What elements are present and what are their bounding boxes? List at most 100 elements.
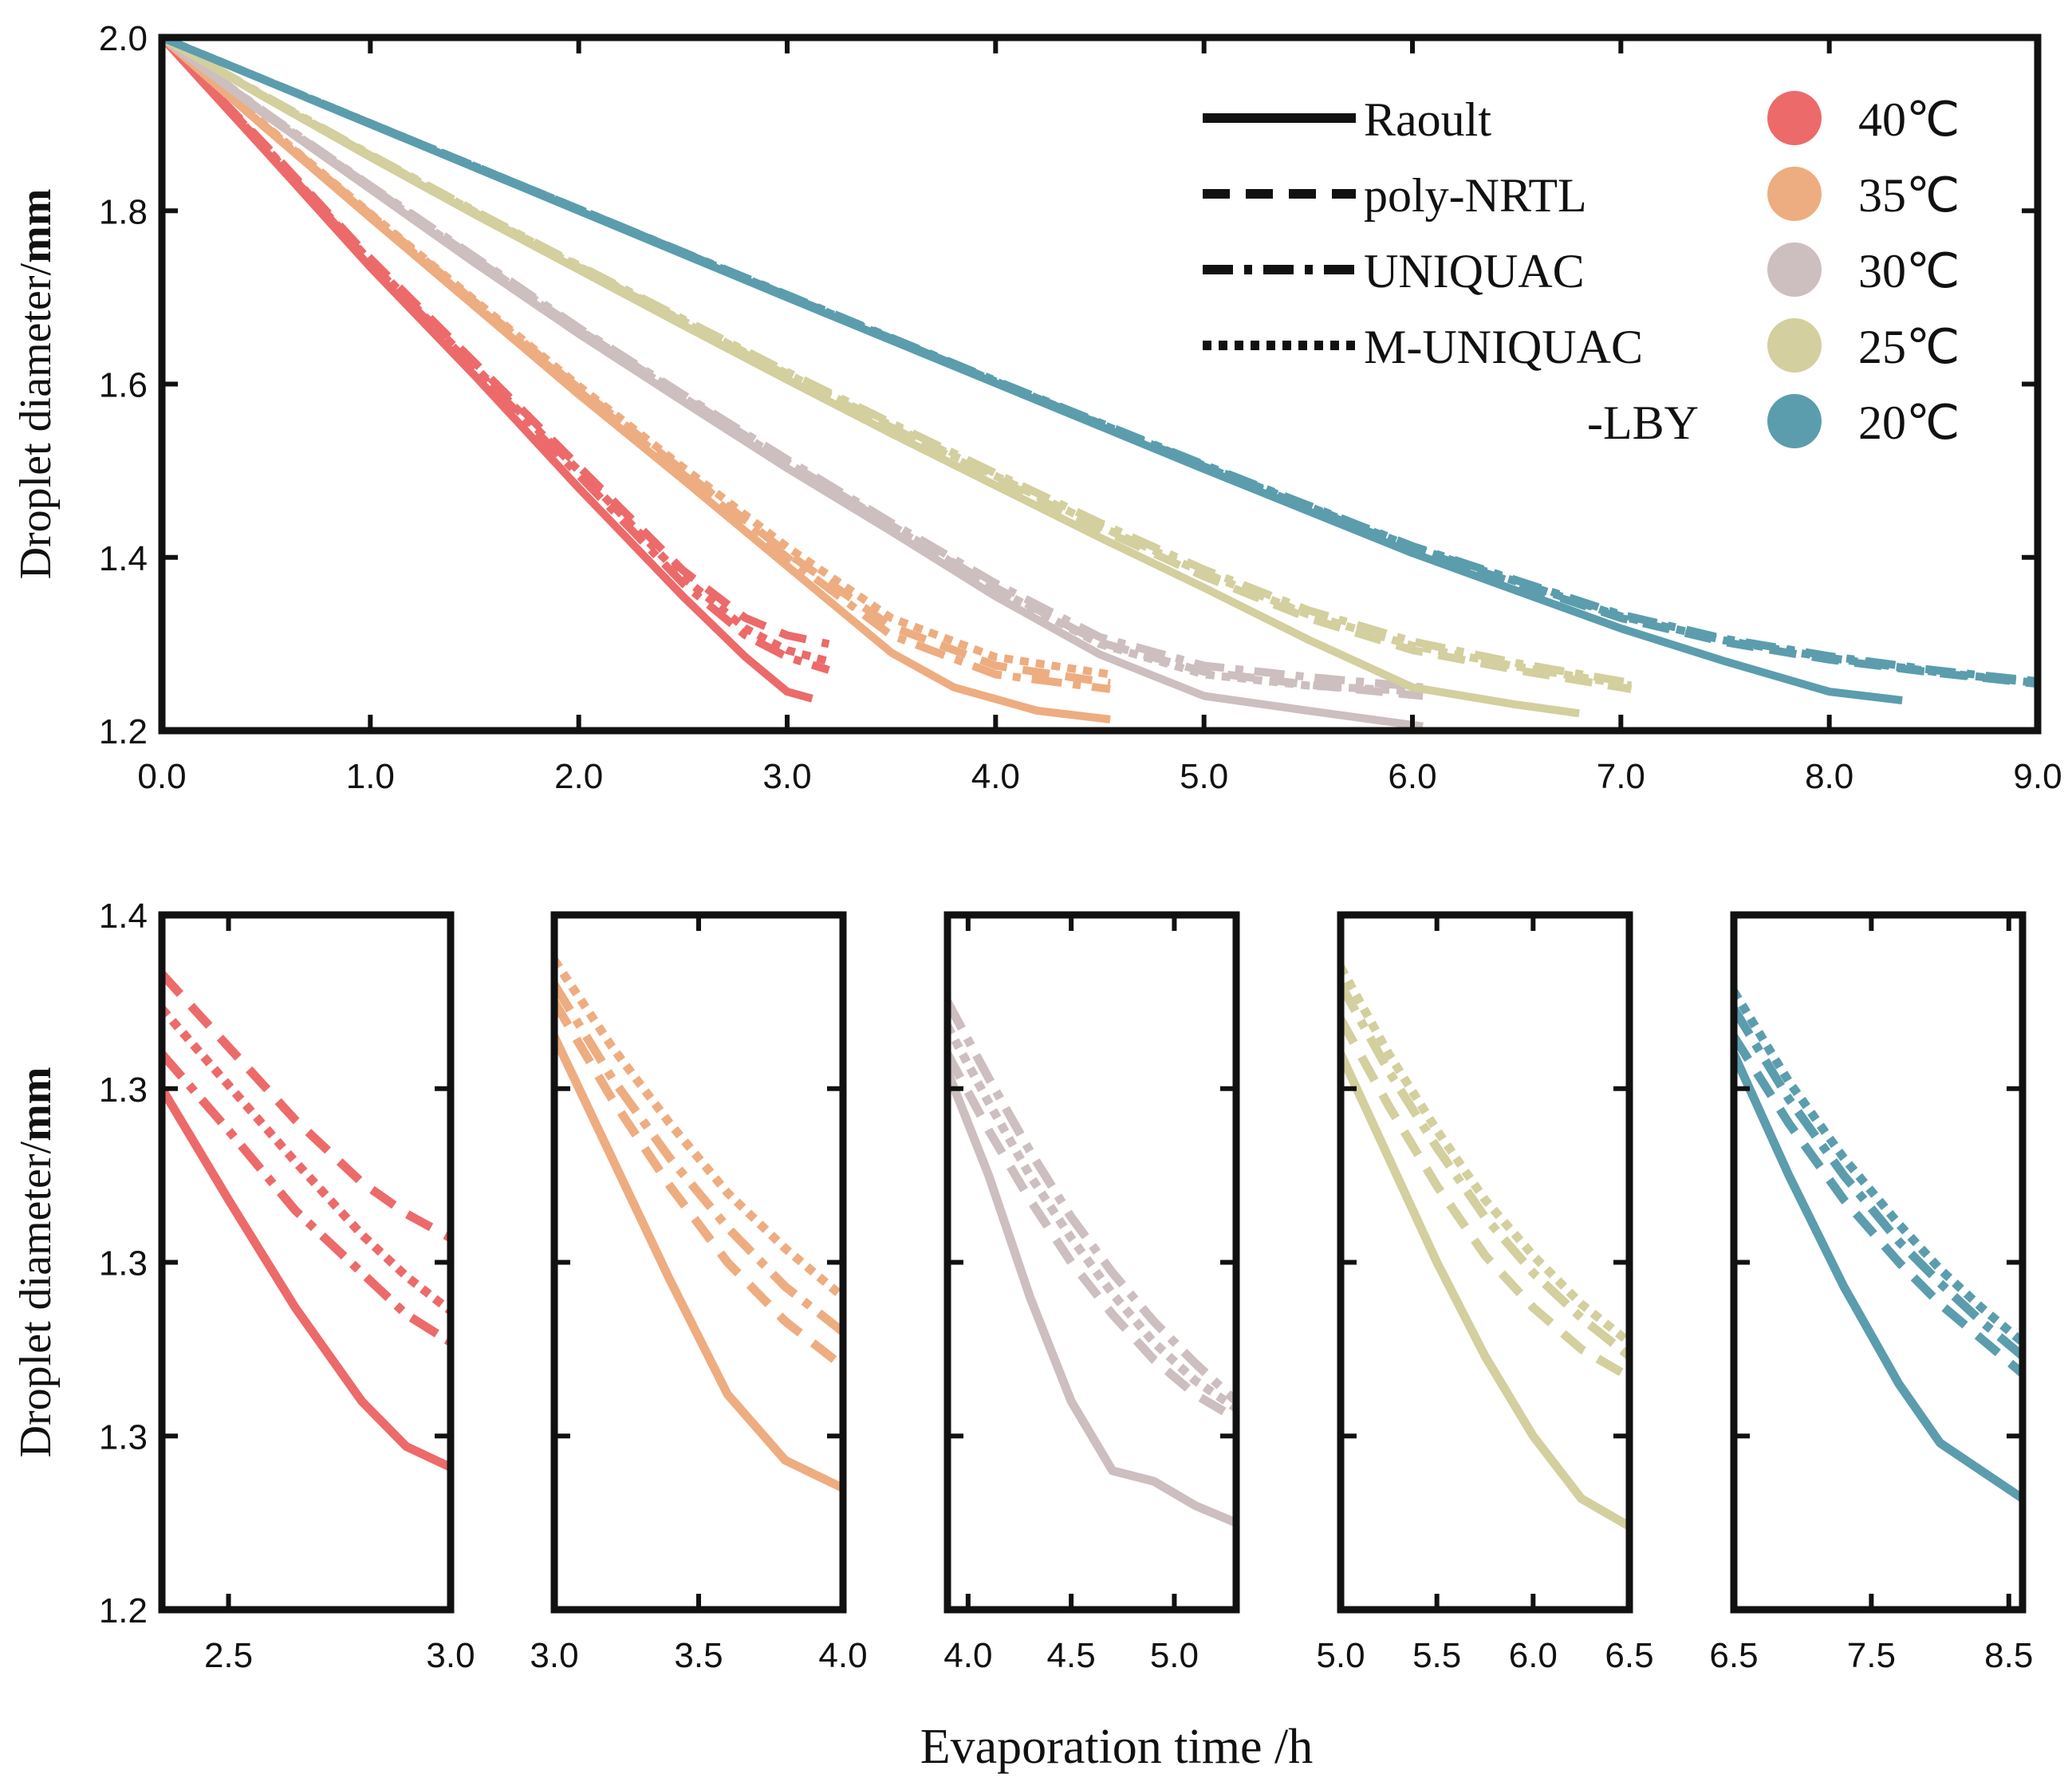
series-line-20C-UNIQUAC (162, 37, 2038, 686)
series-line-M-UNIQUAC-LBY (162, 1005, 451, 1315)
series-line-40C-M-UNIQUAC-LBY (162, 37, 830, 665)
y-tick-label: 2.0 (99, 19, 148, 58)
series-line-Raoult (554, 1035, 843, 1492)
x-tick-label: 4.0 (818, 1636, 867, 1675)
x-tick-label: 6.5 (1709, 1636, 1758, 1675)
series-line-poly-NRTL (1341, 1016, 1629, 1381)
legend-temperatures: 40℃ 35℃ 30℃ 25℃ 20℃ (1767, 91, 1960, 449)
series-line-35C-UNIQUAC (162, 37, 1111, 693)
legend-marker-35C (1767, 167, 1822, 221)
y-tick-label: 1.3 (99, 1070, 148, 1110)
plot-frame (1730, 911, 2027, 1614)
y-axis-label: Droplet diameter/mm (11, 189, 61, 580)
series-group (554, 957, 843, 1492)
series-group (947, 999, 1236, 1528)
series-line-M-UNIQUAC-LBY (947, 1023, 1236, 1412)
legend-temp-label: 20℃ (1858, 396, 1960, 449)
series-line-Raoult (947, 1069, 1236, 1528)
series-line-poly-NRTL (1734, 1034, 2023, 1378)
series-line-Raoult (1341, 1051, 1629, 1531)
series-line-Raoult (1734, 1051, 2023, 1503)
series-group (162, 971, 451, 1472)
series-line-25C-M-UNIQUAC-LBY (162, 37, 1633, 690)
x-tick-label: 5.0 (1316, 1636, 1365, 1675)
series-line-poly-NRTL (162, 971, 451, 1242)
x-tick-label: 5.5 (1412, 1636, 1461, 1675)
legend-marker-40C (1767, 91, 1822, 145)
x-tick-label: 7.0 (1597, 757, 1645, 796)
x-tick-label: 3.5 (674, 1636, 723, 1675)
y-tick-label: 1.6 (99, 366, 148, 405)
x-tick-label: 3.0 (426, 1636, 475, 1675)
x-tick-label: 8.5 (1984, 1636, 2033, 1675)
legend-marker-20C (1767, 394, 1822, 448)
y-tick-label: 1.2 (99, 1591, 148, 1630)
y-axis-label-unit: mm (11, 1067, 61, 1141)
series-line-poly-NRTL (554, 999, 843, 1370)
x-tick-label: 7.5 (1847, 1636, 1896, 1675)
x-axis-label: Evaporation time /h (920, 1720, 1313, 1774)
legend-temp-label: 40℃ (1858, 93, 1960, 146)
x-tick-label: 6.5 (1605, 1636, 1653, 1675)
x-tick-label: 9.0 (2013, 757, 2062, 796)
x-tick-label: 5.0 (1150, 1636, 1199, 1675)
series-line-UNIQUAC (947, 999, 1236, 1405)
x-tick-label: 6.0 (1388, 757, 1436, 796)
series-line-M-UNIQUAC-LBY (1341, 964, 1629, 1346)
x-tick-label: 3.0 (530, 1636, 578, 1675)
panel-inset-25: 5.0 5.5 6.0 6.5 (1316, 911, 1654, 1675)
x-tick-label: 5.0 (1180, 757, 1228, 796)
legend-marker-30C (1767, 242, 1822, 297)
y-tick-label: 1.4 (99, 897, 148, 936)
y-tick-label: 1.2 (99, 712, 148, 751)
legend-temp-label: 35℃ (1858, 169, 1960, 222)
panel-inset-40: 2.5 3.0 1.2 1.3 1.3 1.3 1.4 Droplet diameter/mm (11, 897, 475, 1675)
series-line-M-UNIQUAC-LBY (1734, 988, 2023, 1346)
y-tick-label: 1.8 (99, 192, 148, 231)
series-group (1734, 988, 2023, 1503)
y-axis-label: Droplet diameter/mm (11, 1067, 61, 1458)
series-line-UNIQUAC (1734, 1006, 2023, 1360)
legend-label: UNIQUAC (1364, 245, 1585, 298)
x-tick-label: 6.0 (1509, 1636, 1558, 1675)
legend-models: Raoult poly-NRTL UNIQUAC M-UNIQUAC -LBY (1203, 93, 1699, 449)
series-group (162, 37, 2038, 731)
series-line-UNIQUAC (162, 1051, 451, 1346)
series-line-25C-UNIQUAC (162, 37, 1633, 688)
x-tick-label: 2.5 (204, 1636, 253, 1675)
legend-label: Raoult (1364, 93, 1491, 146)
legend-label-line2: -LBY (1587, 396, 1699, 449)
legend-temp-label: 25℃ (1858, 321, 1960, 373)
series-line-20C-M-UNIQUAC-LBY (162, 37, 2038, 688)
plot-frame (158, 34, 2042, 735)
series-line-35C-M-UNIQUAC-LBY (162, 37, 1111, 679)
x-tick-label: 4.0 (943, 1636, 992, 1675)
panel-inset-35: 3.0 3.5 4.0 (530, 911, 868, 1675)
series-line-30C-poly-NRTL (162, 37, 1424, 700)
legend-label: M-UNIQUAC (1364, 321, 1643, 373)
series-line-30C-M-UNIQUAC-LBY (162, 37, 1424, 696)
series-group (1341, 964, 1629, 1531)
panel-inset-20: 6.5 7.5 8.5 (1709, 911, 2033, 1675)
series-line-poly-NRTL (947, 1051, 1236, 1423)
x-tick-label: 1.0 (346, 757, 395, 796)
x-tick-label: 3.0 (762, 757, 811, 796)
y-tick-label: 1.3 (99, 1244, 148, 1283)
legend-label: poly-NRTL (1364, 169, 1587, 222)
x-tick-label: 8.0 (1805, 757, 1853, 796)
legend-temp-label: 30℃ (1858, 245, 1960, 298)
series-line-Raoult (162, 1086, 451, 1472)
y-tick-label: 1.3 (99, 1417, 148, 1457)
y-axis-label-unit: mm (11, 189, 61, 263)
y-axis-label-prefix: Droplet diameter/ (11, 1141, 61, 1457)
x-tick-label: 0.0 (137, 757, 186, 796)
series-line-M-UNIQUAC-LBY (554, 957, 843, 1301)
legend-marker-25C (1767, 318, 1822, 373)
x-tick-label: 4.5 (1047, 1636, 1096, 1675)
y-tick-label: 1.4 (99, 539, 148, 578)
series-line-40C-UNIQUAC (162, 37, 830, 674)
x-tick-label: 4.0 (971, 757, 1020, 796)
series-line-20C-poly-NRTL (162, 37, 2038, 688)
y-axis-label-prefix: Droplet diameter/ (11, 262, 61, 579)
